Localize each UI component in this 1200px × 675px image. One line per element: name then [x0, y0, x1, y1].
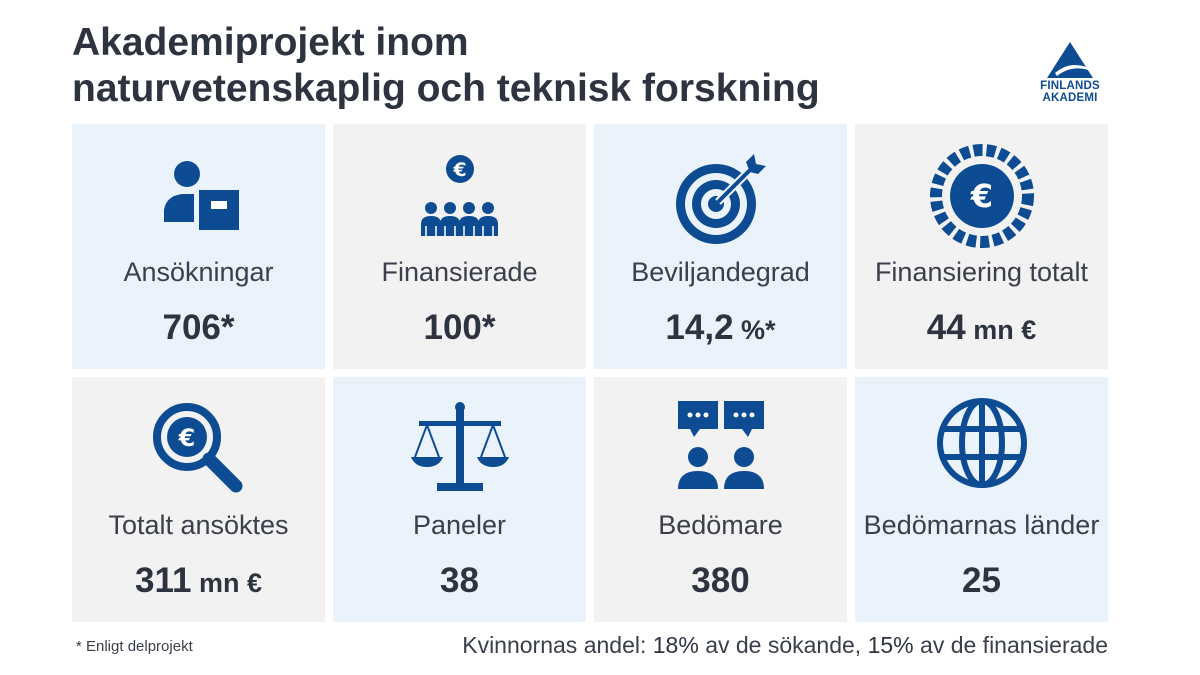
tile-label: Ansökningar	[123, 257, 274, 287]
tile-reviewers: Bedömare 380	[594, 377, 847, 622]
tile-reviewer-countries: Bedömarnas länder 25	[855, 377, 1108, 622]
balance-scale-icon	[405, 397, 515, 507]
target-with-arrow-icon	[666, 144, 776, 254]
magnifier-euro-icon: €	[144, 397, 254, 507]
tile-value: 14,2 %*	[665, 308, 776, 347]
tile-total-applied: € Totalt ansöktes 311 mn €	[72, 377, 325, 622]
tile-value: 100*	[423, 308, 496, 347]
tile-funded: € Finansierade 100*	[333, 124, 586, 369]
tile-value: 44 mn €	[926, 308, 1037, 347]
tile-value: 311 mn €	[135, 561, 262, 600]
tile-label: Finansiering totalt	[874, 257, 1089, 287]
tile-value: 25	[962, 561, 1001, 600]
women-share-prefix: Kvinnornas andel:	[462, 632, 647, 658]
logo-triangle-icon	[1047, 42, 1093, 78]
title-line-1: Akademiprojekt inom	[72, 21, 469, 64]
globe-icon	[927, 397, 1037, 507]
tile-label: Finansierade	[381, 257, 538, 287]
page-title: Akademiprojekt inom naturvetenskaplig oc…	[72, 20, 972, 112]
tile-label: Paneler	[412, 510, 507, 540]
tile-label: Bedömare	[658, 510, 783, 540]
women-applicants-text: av de sökande,	[705, 632, 862, 658]
tile-value: 706*	[162, 308, 235, 347]
finlands-akademi-logo: FINLANDS AKADEMI	[1030, 40, 1110, 120]
tile-total-funding: € Finansiering totalt 44 mn €	[855, 124, 1108, 369]
logo-line-1: FINLANDS	[1040, 80, 1100, 92]
women-funded-text: av de finansierade	[920, 632, 1108, 658]
tile-label: Beviljandegrad	[631, 257, 810, 287]
svg-text:€: €	[452, 159, 466, 181]
tile-panels: Paneler 38	[333, 377, 586, 622]
title-line-2: naturvetenskaplig och teknisk forskning	[72, 67, 820, 110]
group-with-euro-icon: €	[405, 144, 515, 254]
tile-label: Totalt ansöktes	[108, 510, 289, 540]
footnote: * Enligt delprojekt	[76, 638, 193, 655]
tile-applications: Ansökningar 706*	[72, 124, 325, 369]
stats-grid: Ansökningar 706* €	[72, 124, 1108, 622]
euro-coin-icon: €	[927, 144, 1037, 254]
person-with-document-icon	[144, 144, 254, 254]
svg-text:€: €	[969, 177, 992, 215]
tile-value: 38	[440, 561, 479, 600]
tile-value: 380	[691, 561, 750, 600]
logo-line-2: AKADEMI	[1042, 92, 1098, 104]
women-share-line: Kvinnornas andel: 18% av de sökande, 15%…	[462, 632, 1108, 659]
tile-label: Bedömarnas länder	[863, 510, 1100, 540]
tile-grant-rate: Beviljandegrad 14,2 %*	[594, 124, 847, 369]
women-funded-value: 15%	[867, 632, 914, 658]
svg-text:€: €	[177, 424, 195, 452]
women-applicants-value: 18%	[652, 632, 699, 658]
people-speech-bubbles-icon	[666, 397, 776, 507]
